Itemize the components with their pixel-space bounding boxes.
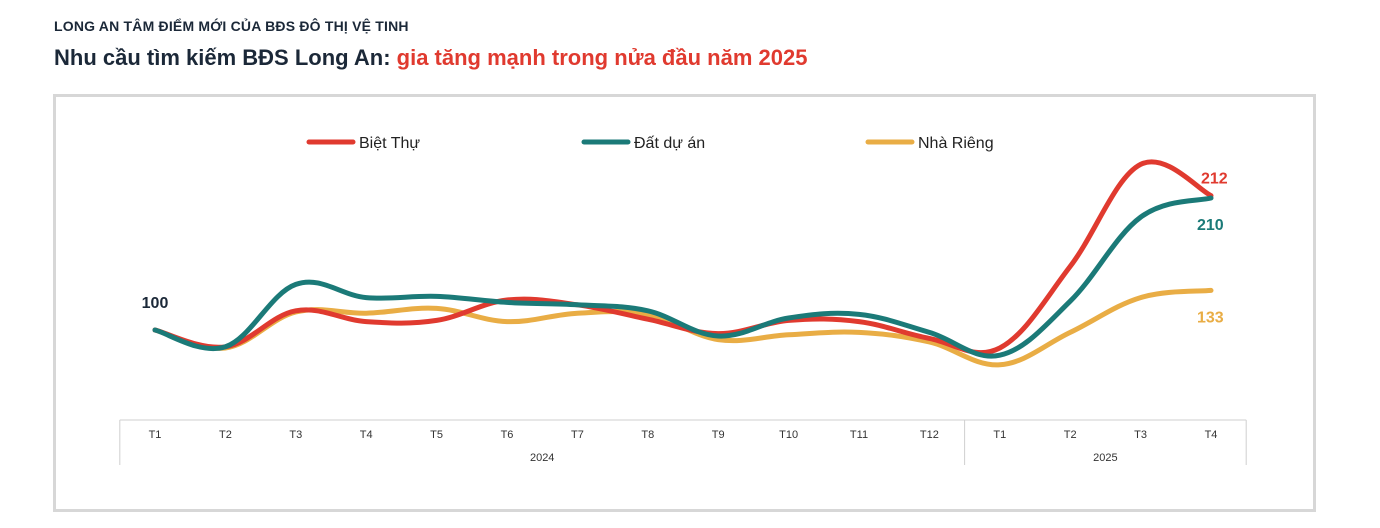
x-tick-label: T1 xyxy=(993,429,1006,441)
x-axis: T1 T2 T3 T4 T5 T6 T7 T8 T9 T10 T11 T12 T1 T2 T3 T4 2024 2… xyxy=(119,419,1247,465)
year-group-label: 2024 xyxy=(530,452,554,464)
series-line xyxy=(152,195,1214,359)
title-accent: gia tăng mạnh trong nửa đầu năm 2025 xyxy=(396,45,808,70)
x-tick-label: T8 xyxy=(641,429,654,441)
chart-lines xyxy=(152,159,1214,368)
title-main: Nhu cầu tìm kiếm BĐS Long An: xyxy=(54,45,397,70)
x-tick-label: T10 xyxy=(779,429,798,441)
x-tick-label: T9 xyxy=(712,429,725,441)
x-tick-label: T4 xyxy=(1205,429,1218,441)
x-tick-label: T3 xyxy=(289,429,302,441)
x-tick-label: T12 xyxy=(920,429,939,441)
x-tick-label: T11 xyxy=(850,429,868,441)
legend-label: Nhà Riêng xyxy=(918,135,994,152)
end-value-label: 210 xyxy=(1197,217,1224,234)
legend-label: Biệt Thự xyxy=(359,135,420,152)
page-kicker: LONG AN TÂM ĐIỂM MỚI CỦA BĐS ĐÔ THỊ VỆ T… xyxy=(54,18,409,34)
x-tick-label: T2 xyxy=(219,429,232,441)
end-value-label: 212 xyxy=(1201,171,1228,188)
year-group-label: 2025 xyxy=(1093,452,1117,464)
x-tick-label: T1 xyxy=(149,429,162,441)
x-tick-label: T3 xyxy=(1134,429,1147,441)
page-title: Nhu cầu tìm kiếm BĐS Long An: gia tăng m… xyxy=(54,45,807,71)
legend: Biệt Thự Đất dự án Nhà Riêng xyxy=(306,135,994,152)
data-labels: 100 212 210 133 xyxy=(142,171,1228,327)
x-tick-label: T4 xyxy=(360,429,373,441)
legend-label: Đất dự án xyxy=(634,135,705,152)
start-value-label: 100 xyxy=(142,295,169,312)
x-tick-label: T6 xyxy=(501,429,514,441)
x-tick-label: T7 xyxy=(571,429,584,441)
end-value-label: 133 xyxy=(1197,309,1224,326)
chart-frame xyxy=(53,94,1316,512)
x-tick-label: T2 xyxy=(1064,429,1077,441)
x-tick-label: T5 xyxy=(430,429,443,441)
